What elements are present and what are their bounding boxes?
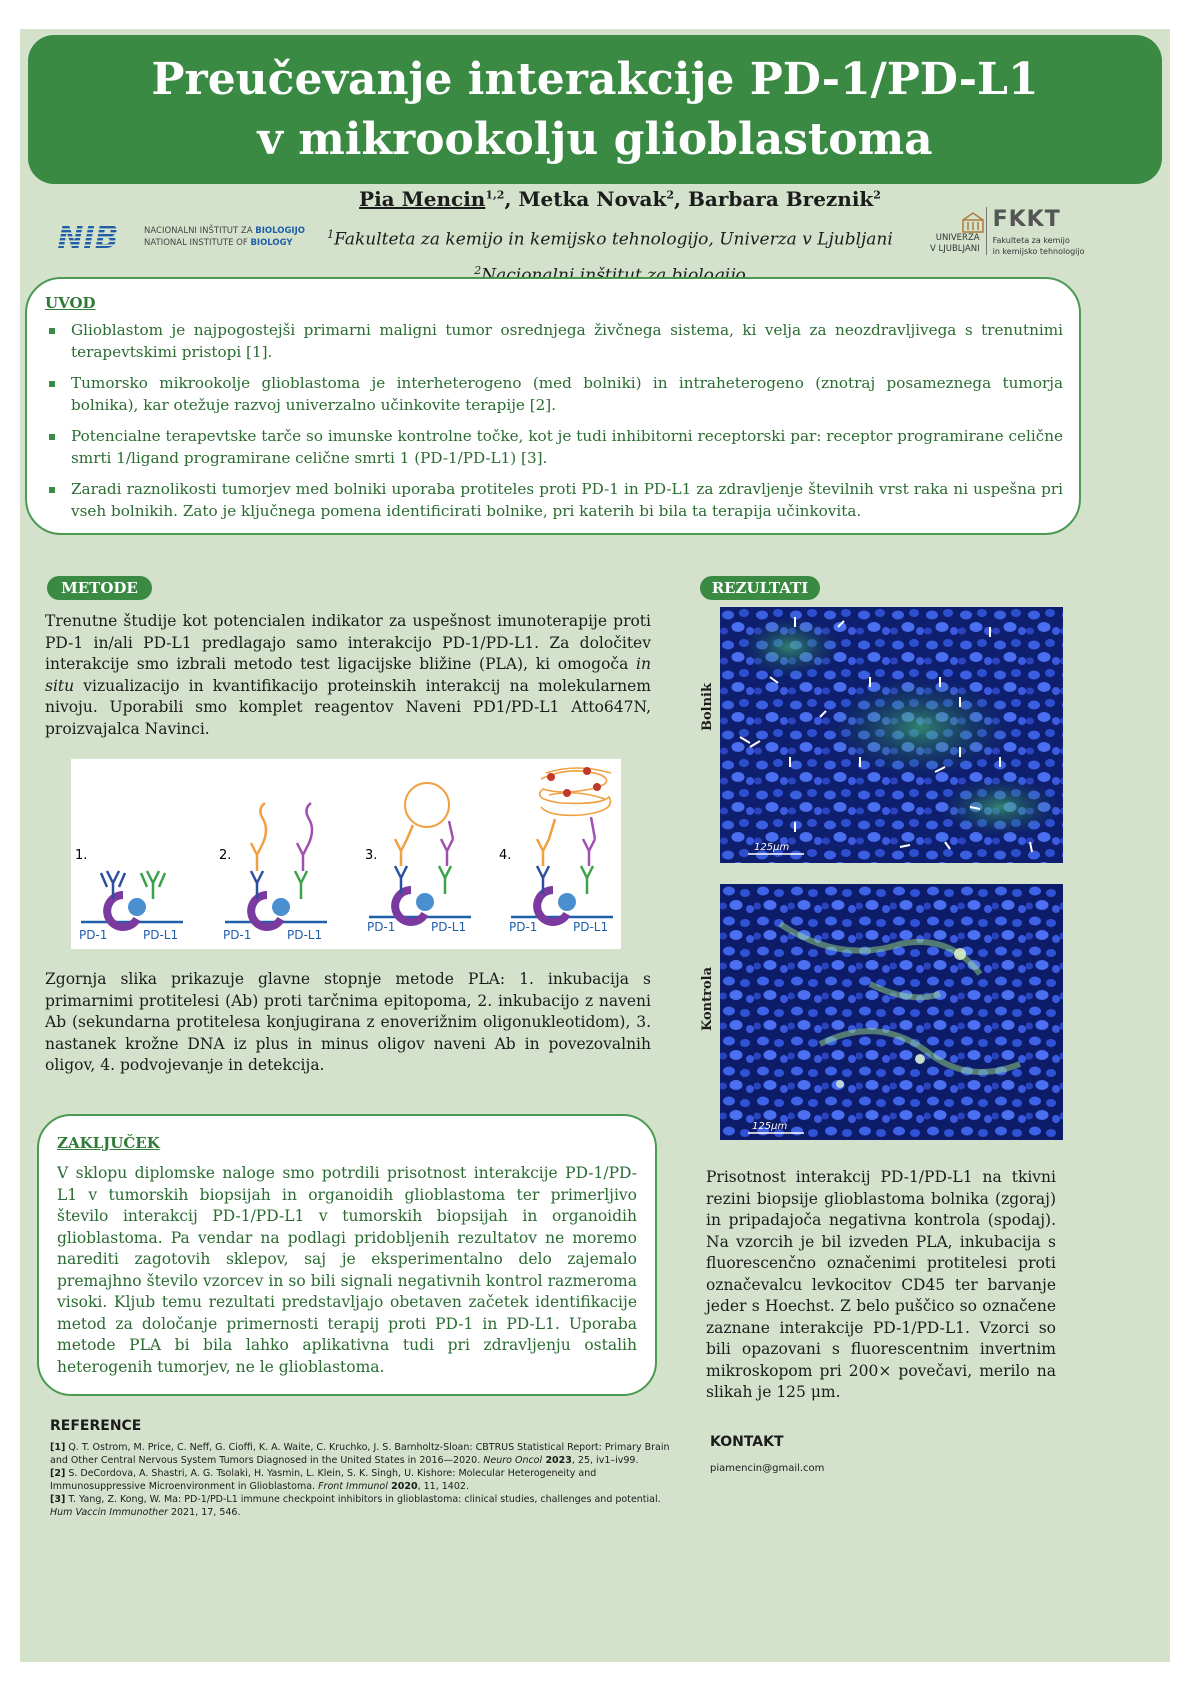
metode-text-b: vizualizacijo in kvantifikacijo proteins… (45, 676, 651, 738)
step-number: 4. (499, 848, 511, 863)
author-list: Pia Mencin1,2, Metka Novak2, Barbara Bre… (359, 187, 881, 211)
ul-seal-icon (962, 212, 984, 233)
affiliation-2-sup: 2 (474, 264, 482, 277)
metode-caption: Zgornja slika prikazuje glavne stopnje m… (45, 970, 651, 1074)
nib-line-2: NATIONAL INSTITUTE OF (144, 238, 248, 248)
uvod-item: Zaradi raznolikosti tumorjev med bolniki… (47, 478, 1063, 522)
ul-fkkt-logo: UNIVERZA V LJUBLJANI FKKT Fakulteta za k… (930, 207, 1085, 257)
uvod-heading: UVOD (45, 294, 96, 312)
step-number: 1. (75, 848, 87, 863)
author-2-sup: 2 (666, 188, 675, 202)
kontakt-email[interactable]: piamencin@gmail.com (710, 1463, 825, 1474)
reference-item: [3] T. Yang, Z. Kong, W. Ma: PD-1/PD-L1 … (50, 1494, 661, 1518)
uvod-item: Tumorsko mikrookolje glioblastoma je int… (47, 372, 1063, 416)
reference-list: [1] Q. T. Ostrom, M. Price, C. Neff, G. … (50, 1442, 676, 1520)
rezultati-caption: Prisotnost interakcij PD-1/PD-L1 na tkiv… (706, 1168, 1056, 1401)
label-pdl1: PD-L1 (573, 920, 608, 934)
step-number: 3. (365, 848, 377, 863)
fkkt-mark: FKKT (992, 207, 1061, 232)
fkkt-line-2: in kemijsko tehnologijo (992, 247, 1085, 256)
metode-text-a: Trenutne študije kot potencialen indikat… (45, 612, 651, 673)
reference-item: [1] Q. T. Ostrom, M. Price, C. Neff, G. … (50, 1442, 670, 1466)
label-pd1: PD-1 (79, 928, 107, 942)
zakljucek-text: V sklopu diplomske naloge smo potrdili p… (57, 1164, 637, 1376)
pla-step-3: 3. PD-1 PD-L1 (365, 782, 471, 934)
author-1-sup: 1,2 (485, 188, 505, 202)
nib-mark-text: NIB (57, 222, 118, 252)
metode-heading: METODE (47, 576, 152, 600)
author-3: Barbara Breznik (687, 187, 874, 211)
reference-heading: REFERENCE (50, 1418, 142, 1434)
scale-bar-label: 125μm (752, 1121, 787, 1132)
title-banner: Preučevanje interakcije PD-1/PD-L1 v mik… (28, 35, 1162, 184)
step-number: 2. (219, 848, 231, 863)
scale-bar-label: 125μm (754, 842, 789, 853)
rezultati-heading: REZULTATI (700, 576, 820, 600)
pla-figure: 1. PD-1 PD-L1 2. PD-1 PD-L1 (71, 759, 621, 949)
uvod-list: Glioblastom je najpogostejši primarni ma… (47, 319, 1063, 531)
affiliation-1-sup: 1 (327, 228, 335, 241)
author-2: Metka Novak (518, 187, 667, 211)
label-pd1: PD-1 (367, 920, 395, 934)
microscopy-image-patient: 125μm (720, 607, 1063, 863)
label-bolnik: Bolnik (700, 683, 715, 731)
pla-step-1: 1. PD-1 PD-L1 (75, 848, 183, 942)
uvod-item: Glioblastom je najpogostejši primarni ma… (47, 319, 1063, 363)
fkkt-line-1: Fakulteta za kemijo (992, 236, 1070, 245)
poster-title: Preučevanje interakcije PD-1/PD-L1 v mik… (151, 53, 1039, 165)
label-pdl1: PD-L1 (287, 928, 322, 942)
nib-logo: NIB NACIONALNI INŠTITUT ZA BIOLOGIJO NAT… (40, 222, 305, 252)
label-pdl1: PD-L1 (143, 928, 178, 942)
pla-diagram: 1. PD-1 PD-L1 2. PD-1 PD-L1 (75, 767, 613, 942)
label-kontrola: Kontrola (700, 966, 715, 1031)
pla-step-4: 4. PD-1 PD-L1 (499, 767, 613, 934)
microscopy-image-control: 125μm (720, 884, 1063, 1140)
pla-step-2: 2. PD-1 PD-L1 (219, 802, 327, 942)
author-3-sup: 2 (873, 188, 881, 202)
label-pd1: PD-1 (223, 928, 251, 942)
nib-logo-mark: NIB (57, 222, 118, 252)
kontakt-heading: KONTAKT (710, 1434, 784, 1450)
ul-line-1: UNIVERZA (935, 233, 980, 243)
ul-logo: UNIVERZA V LJUBLJANI (930, 207, 987, 255)
ul-line-2: V LJUBLJANI (930, 244, 980, 254)
reference-item: [2] S. DeCordova, A. Shastri, A. G. Tsol… (50, 1468, 597, 1492)
label-pd1: PD-1 (509, 920, 537, 934)
label-pdl1: PD-L1 (431, 920, 466, 934)
metode-text: Trenutne študije kot potencialen indikat… (45, 611, 651, 740)
nib-logo-text: NACIONALNI INŠTITUT ZA BIOLOGIJO NATIONA… (144, 225, 305, 249)
nib-line-1: NACIONALNI INŠTITUT ZA (144, 226, 253, 236)
uvod-box: UVOD Glioblastom je najpogostejši primar… (25, 277, 1081, 535)
affiliation-1-text: Fakulteta za kemijo in kemijsko tehnolog… (334, 229, 893, 250)
zakljucek-box: ZAKLJUČEK V sklopu diplomske naloge smo … (37, 1114, 657, 1396)
zakljucek-heading: ZAKLJUČEK (57, 1134, 160, 1152)
metode-text-italic: in situ (45, 655, 651, 695)
author-1: Pia Mencin (359, 187, 486, 211)
nib-line-2-bold: BIOLOGY (250, 238, 293, 248)
fkkt-logo: FKKT Fakulteta za kemijo in kemijsko teh… (987, 207, 1085, 257)
uvod-item: Potencialne terapevtske tarče so imunske… (47, 425, 1063, 469)
nib-line-1-bold: BIOLOGIJO (255, 226, 305, 236)
poster: Preučevanje interakcije PD-1/PD-L1 v mik… (20, 29, 1170, 1662)
affiliation-1: 1Fakulteta za kemijo in kemijsko tehnolo… (300, 228, 920, 250)
